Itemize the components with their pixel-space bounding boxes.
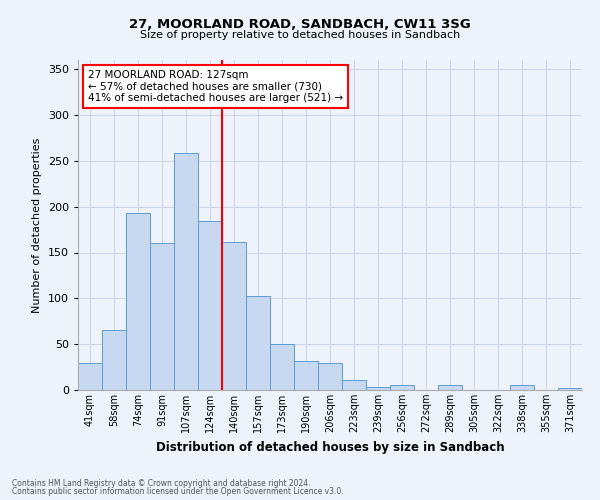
- Bar: [174, 154, 198, 390]
- Text: Contains HM Land Registry data © Crown copyright and database right 2024.: Contains HM Land Registry data © Crown c…: [12, 478, 311, 488]
- Bar: [270, 344, 294, 390]
- Bar: [246, 296, 270, 390]
- Text: Size of property relative to detached houses in Sandbach: Size of property relative to detached ho…: [140, 30, 460, 40]
- Bar: [510, 386, 534, 390]
- Bar: [366, 387, 390, 390]
- Text: 27 MOORLAND ROAD: 127sqm
← 57% of detached houses are smaller (730)
41% of semi-: 27 MOORLAND ROAD: 127sqm ← 57% of detach…: [88, 70, 343, 103]
- Bar: [294, 360, 318, 390]
- Bar: [78, 362, 102, 390]
- Bar: [342, 380, 366, 390]
- Bar: [438, 384, 462, 390]
- Bar: [198, 222, 222, 390]
- Bar: [222, 242, 246, 390]
- X-axis label: Distribution of detached houses by size in Sandbach: Distribution of detached houses by size …: [155, 440, 505, 454]
- Bar: [318, 364, 342, 390]
- Text: 27, MOORLAND ROAD, SANDBACH, CW11 3SG: 27, MOORLAND ROAD, SANDBACH, CW11 3SG: [129, 18, 471, 30]
- Bar: [126, 213, 150, 390]
- Text: Contains public sector information licensed under the Open Government Licence v3: Contains public sector information licen…: [12, 487, 344, 496]
- Bar: [390, 386, 414, 390]
- Bar: [150, 244, 174, 390]
- Bar: [558, 388, 582, 390]
- Bar: [102, 330, 126, 390]
- Y-axis label: Number of detached properties: Number of detached properties: [32, 138, 42, 312]
